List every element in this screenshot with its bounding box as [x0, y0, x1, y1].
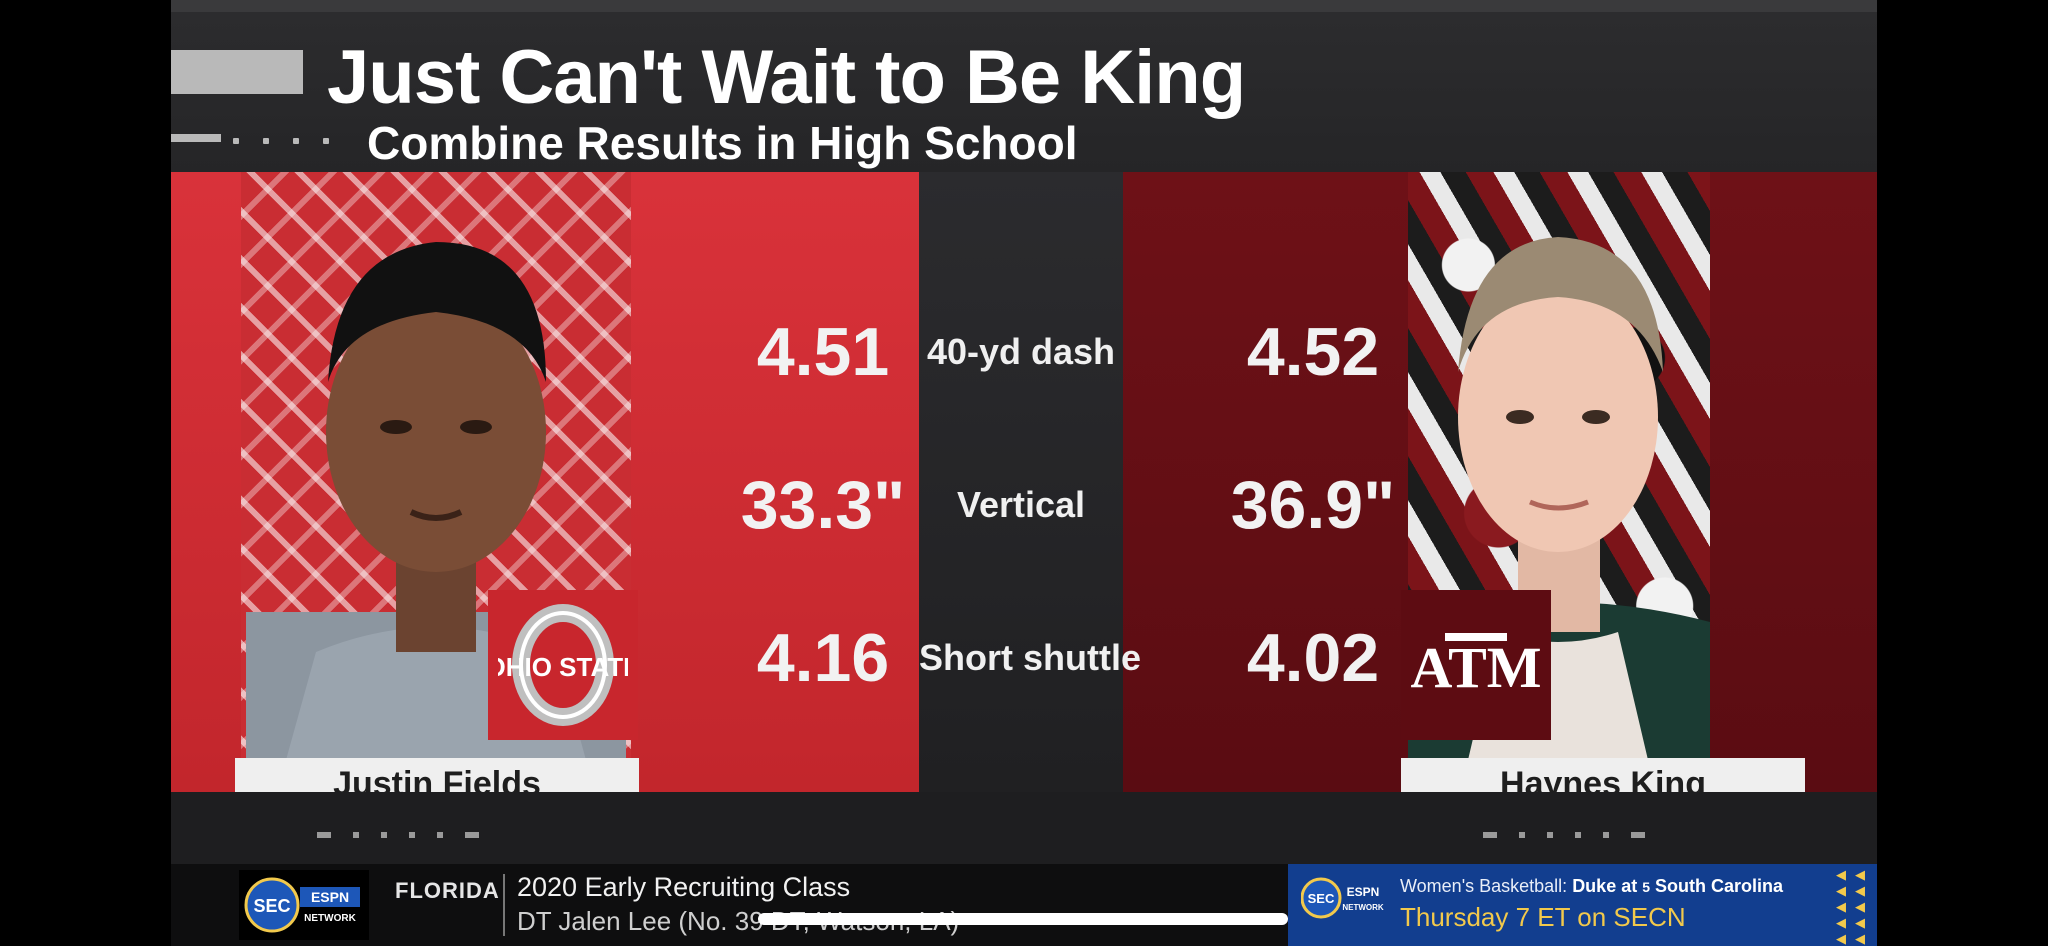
comparison-panel: OHIO STATE ATM 4.51 40-yd dash 4.52 33.3… — [171, 172, 1877, 810]
svg-text:OHIO STATE: OHIO STATE — [498, 652, 628, 682]
ticker-school: FLORIDA — [395, 878, 500, 903]
lower-strip — [171, 792, 1877, 864]
ohio-state-logo-icon: OHIO STATE — [498, 604, 628, 726]
header-accent-bar — [171, 50, 303, 94]
graphic-subtitle: Combine Results in High School — [367, 117, 1078, 169]
top-bar — [171, 0, 1877, 12]
stat-right-value: 36.9" — [1230, 467, 1396, 543]
stat-right-value: 4.52 — [1246, 314, 1380, 390]
promo-matchup: Women's Basketball: Duke at 5 South Caro… — [1400, 876, 1783, 897]
graphic-header: Just Can't Wait to Be King Combine Resul… — [171, 12, 1877, 172]
header-accent-line — [171, 134, 221, 142]
lower-dots-right — [1483, 832, 1645, 838]
header-dots — [233, 138, 329, 144]
graphic-title: Just Can't Wait to Be King — [327, 35, 1246, 120]
home-indicator[interactable] — [758, 913, 1288, 925]
svg-text:ESPN: ESPN — [1347, 885, 1380, 899]
stat-row-short-shuttle: 4.16 Short shuttle 4.02 — [171, 608, 1877, 708]
stat-label: Vertical — [956, 484, 1086, 525]
sec-network-logo: SEC ESPN NETWORK — [239, 870, 369, 940]
promo-team: Duke at — [1572, 876, 1643, 896]
texas-am-logo-icon: ATM — [1411, 633, 1541, 700]
svg-text:NETWORK: NETWORK — [1342, 903, 1384, 912]
stat-row-vertical: 33.3" Vertical 36.9" — [171, 455, 1877, 555]
sec-network-logo-icon: SEC ESPN NETWORK — [244, 877, 360, 933]
ticker-headline: 2020 Early Recruiting Class — [517, 872, 851, 902]
texas-am-logo: ATM — [1401, 590, 1551, 740]
ohio-state-logo: OHIO STATE — [488, 590, 638, 740]
stat-row-40-yd-dash: 4.51 40-yd dash 4.52 — [171, 302, 1877, 402]
svg-text:SEC: SEC — [1308, 891, 1335, 906]
center-panel-background — [919, 172, 1123, 792]
broadcast-graphic: Just Can't Wait to Be King Combine Resul… — [171, 0, 1877, 946]
sec-network-logo-icon: SEC ESPN NETWORK — [1301, 877, 1384, 919]
promo-panel: SEC ESPN NETWORK Women's Basketball: Duk… — [1288, 864, 1877, 946]
promo-rank: 5 — [1642, 879, 1651, 895]
stat-left-value: 4.51 — [756, 314, 890, 390]
stat-left-value: 33.3" — [740, 467, 906, 543]
stat-left-value: 4.16 — [756, 620, 890, 696]
lower-dots-left — [317, 832, 479, 838]
svg-text:SEC: SEC — [253, 896, 290, 916]
promo-opponent: South Carolina — [1650, 876, 1784, 896]
stat-label: Short shuttle — [919, 637, 1141, 678]
stat-label: 40-yd dash — [926, 331, 1116, 372]
promo-arrows-icon: ◀ ◀ ◀ ◀ ◀ ◀ ◀ ◀ ◀ ◀ — [1836, 867, 1865, 946]
news-ticker: SEC ESPN NETWORK FLORIDA 2020 Early Recr… — [171, 864, 1877, 946]
svg-text:ESPN: ESPN — [311, 889, 349, 905]
svg-text:ATM: ATM — [1411, 635, 1541, 700]
promo-prefix: Women's Basketball: — [1400, 876, 1573, 896]
ticker-divider — [503, 874, 505, 936]
promo-time: Thursday 7 ET on SECN — [1400, 902, 1686, 932]
stat-right-value: 4.02 — [1246, 620, 1380, 696]
sec-network-logo-small: SEC ESPN NETWORK — [1300, 874, 1388, 922]
svg-text:NETWORK: NETWORK — [304, 913, 356, 924]
